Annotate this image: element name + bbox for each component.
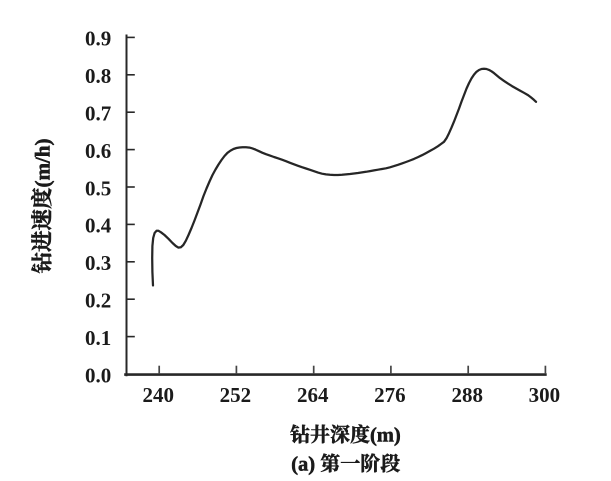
svg-text:0.8: 0.8 xyxy=(85,64,111,88)
svg-text:288: 288 xyxy=(451,383,483,407)
svg-text:264: 264 xyxy=(297,383,329,407)
svg-text:0.2: 0.2 xyxy=(85,289,111,313)
svg-text:252: 252 xyxy=(220,383,252,407)
svg-text:276: 276 xyxy=(374,383,406,407)
svg-text:0.5: 0.5 xyxy=(85,176,111,200)
svg-text:0.0: 0.0 xyxy=(85,363,111,387)
svg-text:240: 240 xyxy=(142,383,174,407)
svg-text:0.3: 0.3 xyxy=(85,251,111,275)
svg-text:0.7: 0.7 xyxy=(85,102,111,126)
svg-text:0.1: 0.1 xyxy=(85,326,111,350)
svg-text:0.4: 0.4 xyxy=(85,214,112,238)
svg-text:300: 300 xyxy=(529,383,561,407)
svg-text:0.9: 0.9 xyxy=(85,27,111,51)
svg-text:0.6: 0.6 xyxy=(85,139,111,163)
